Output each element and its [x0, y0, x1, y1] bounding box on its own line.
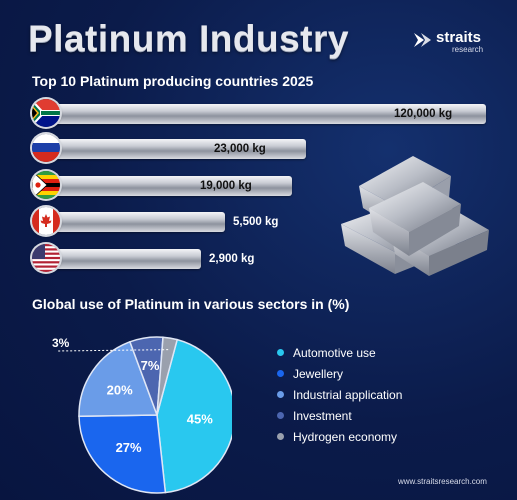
legend-label: Hydrogen economy: [293, 430, 398, 444]
pie-leader-line: [56, 349, 169, 352]
legend-dot: [277, 433, 284, 440]
legend-dot: [277, 370, 284, 377]
bar-row-south-africa: 120,000 kg: [32, 99, 492, 127]
legend-label: Automotive use: [293, 346, 376, 360]
bar: [46, 176, 292, 196]
pie-chart: 45% 27% 20% 7% 3%: [52, 336, 232, 494]
bar: [46, 104, 486, 124]
south-africa-flag-icon: [32, 99, 60, 127]
canada-flag-icon: [32, 207, 60, 235]
platinum-bars-icon: [341, 156, 489, 276]
zimbabwe-flag-icon: [32, 171, 60, 199]
pie-label-investment: 7%: [141, 358, 160, 373]
bar: [46, 212, 225, 232]
page-title: Platinum Industry: [28, 18, 349, 59]
legend-label: Jewellery: [293, 367, 344, 381]
bar-row-zimbabwe: 19,000 kg: [32, 171, 492, 199]
pie-slice-jewellery: [78, 414, 167, 494]
pie-chart-title: Global use of Platinum in various sector…: [32, 296, 350, 312]
bar-value-label: 23,000 kg: [214, 143, 266, 155]
pie-label-automotive: 45%: [187, 411, 213, 426]
pie-slice-industrial: [78, 340, 159, 417]
bar-value-label: 120,000 kg: [394, 108, 453, 120]
bar: [46, 249, 201, 269]
legend-label: Investment: [293, 409, 352, 423]
pie-slice-automotive: [156, 338, 232, 494]
usa-flag-icon: [32, 244, 60, 272]
bar-row-canada: 5,500 kg: [32, 207, 492, 235]
legend-dot: [277, 391, 284, 398]
russia-flag-icon: [32, 134, 60, 162]
bar: [46, 139, 306, 159]
pie-slice-hydrogen: [156, 336, 179, 416]
straits-logo: straits research: [412, 27, 492, 57]
pie-label-hydrogen: 3%: [52, 336, 70, 350]
legend-dot: [277, 412, 284, 419]
bar-value-label: 5,500 kg: [233, 216, 279, 228]
bar-row-usa: 2,900 kg: [32, 244, 492, 272]
footer-url: www.straitsresearch.com: [398, 477, 487, 486]
logo-arrow-icon: [414, 33, 431, 47]
bar-row-russia: 23,000 kg: [32, 134, 492, 162]
pie-label-jewellery: 27%: [116, 440, 142, 455]
logo-word: straits: [436, 29, 482, 46]
legend-dot: [277, 349, 284, 356]
bar-chart-title: Top 10 Platinum producing countries 2025: [32, 73, 314, 89]
pie-label-industrial: 20%: [107, 382, 133, 397]
logo-subtext: research: [452, 45, 484, 54]
legend-label: Industrial application: [293, 388, 403, 402]
bar-value-label: 2,900 kg: [209, 253, 255, 265]
bar-value-label: 19,000 kg: [200, 180, 252, 192]
